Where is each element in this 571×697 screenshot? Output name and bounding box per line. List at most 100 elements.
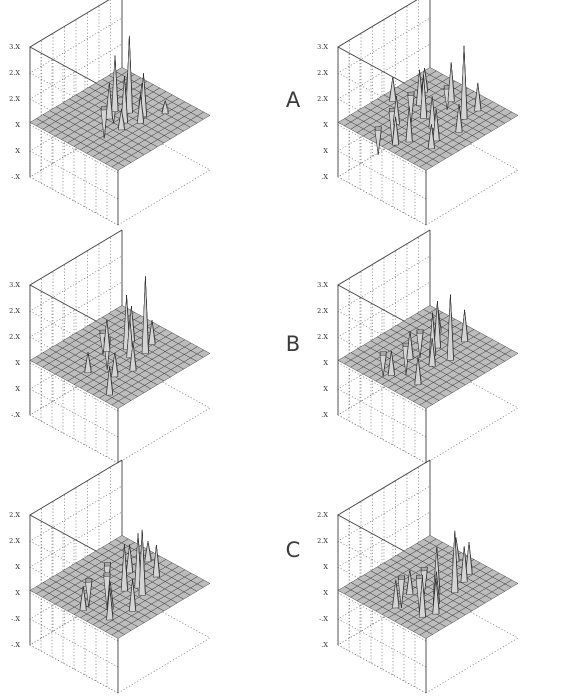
z-tick-label: 2.X <box>317 95 328 103</box>
surface-peak <box>435 578 440 615</box>
plot-area: .X -.X X X 2.X 2.X <box>317 459 519 694</box>
surface-peak <box>458 104 463 133</box>
surface-peak <box>464 309 469 342</box>
z-tick-label: -.X <box>11 615 20 623</box>
surface-cell <box>114 535 129 544</box>
z-tick-label: 2.X <box>9 511 20 519</box>
plot-area: -.X X X 2.X 2.X 3.X <box>9 0 211 226</box>
row-label-b: B <box>285 332 301 356</box>
surface-peak <box>450 294 454 361</box>
surface-peak <box>454 530 459 593</box>
surface-plot-c-left: -.X -.X X X 2.X 2.X <box>9 459 268 694</box>
surface-peak <box>129 544 134 573</box>
surface-plot-svg: -.X X X 2.X 2.X 3.X <box>9 0 211 226</box>
plot-area: -.X -.X X X 2.X 2.X <box>9 459 211 694</box>
z-tick-label: X <box>15 589 20 597</box>
z-tick-label: 2.X <box>317 333 328 341</box>
surface-peak <box>463 546 468 583</box>
surface-peak <box>87 352 92 373</box>
floor-edge <box>117 121 211 226</box>
z-tick-label: X <box>15 563 20 571</box>
surface-peak <box>437 300 441 348</box>
surface-peak <box>151 320 156 345</box>
surface-peak <box>109 366 114 396</box>
surface-peak <box>132 579 137 612</box>
floor-edge <box>117 359 211 464</box>
surface-cell <box>422 535 437 544</box>
surface-peak <box>140 95 145 124</box>
surface-cell <box>114 67 129 76</box>
surface-peak <box>106 337 111 370</box>
z-tick-label: 2.X <box>9 537 20 545</box>
surface-peak <box>423 567 428 596</box>
z-tick-label: 2.X <box>317 511 328 519</box>
surface-plot-a-left: -.X X X 2.X 2.X 3.X <box>9 0 268 226</box>
surface-peak <box>106 319 111 352</box>
surface-plot-c-right: .X -.X X X 2.X 2.X <box>317 459 571 694</box>
floor-edge <box>29 589 123 694</box>
surface-peak <box>419 329 424 358</box>
z-tick-label: X <box>323 121 328 129</box>
surface-peak <box>409 331 414 360</box>
plot-area: .X X X 2.X 2.X 3.X <box>317 229 519 464</box>
surface-peak <box>145 276 149 354</box>
surface-peak <box>114 352 119 377</box>
floor-edge <box>117 589 211 694</box>
surface-plot-svg: .X -.X X X 2.X 2.X <box>317 459 519 694</box>
z-tick-label: X <box>15 147 20 155</box>
surface-peak <box>88 578 93 607</box>
surface-plot-a-right: .X X X 2.X 2.X 3.X <box>317 0 571 226</box>
surface-peak <box>455 537 460 562</box>
surface-peak <box>408 106 413 142</box>
z-tick-label: X <box>323 563 328 571</box>
surface-peak <box>143 73 147 117</box>
surface-cell <box>422 305 437 314</box>
z-tick-label: .X <box>321 411 328 419</box>
surface-peak <box>401 575 405 608</box>
row-label-a: A <box>285 88 301 112</box>
floor-edge <box>29 359 123 464</box>
z-tick-label: 2.X <box>317 307 328 315</box>
surface-peak <box>124 544 128 592</box>
floor-edge <box>337 589 431 694</box>
surface-peak <box>141 276 149 354</box>
floor-edge <box>425 589 519 694</box>
surface-peak <box>391 351 395 376</box>
surface-peak <box>396 96 400 125</box>
surface-peak <box>114 55 119 112</box>
surface-peak <box>164 100 169 114</box>
surface-peak <box>431 124 435 149</box>
z-tick-label: X <box>15 359 20 367</box>
surface-peak <box>410 91 415 125</box>
floor-edge <box>29 121 123 226</box>
floor-edge <box>425 359 519 464</box>
surface-peak <box>377 126 382 155</box>
floor-edge <box>337 121 431 226</box>
z-tick-label: -.X <box>11 411 20 419</box>
surface-peak <box>131 306 135 342</box>
z-tick-label: X <box>323 385 328 393</box>
z-tick-label: 3.X <box>9 281 20 289</box>
surface-peak <box>129 35 133 114</box>
surface-peak <box>424 68 429 93</box>
surface-peak <box>477 82 482 111</box>
floor-edge <box>337 359 431 464</box>
surface-peak <box>132 342 137 371</box>
surface-peak <box>417 356 422 385</box>
surface-plot-svg: -.X X X 2.X 2.X 3.X <box>9 229 211 464</box>
surface-peak <box>463 45 468 120</box>
surface-peak <box>423 74 428 119</box>
surface-plot-svg: -.X -.X X X 2.X 2.X <box>9 459 211 694</box>
surface-peak <box>436 546 441 594</box>
z-tick-label: 3.X <box>9 43 20 51</box>
surface-peak <box>431 338 436 367</box>
z-tick-label: 2.X <box>9 69 20 77</box>
surface-peak <box>82 586 87 611</box>
z-tick-label: .X <box>321 641 328 649</box>
z-tick-label: X <box>323 147 328 155</box>
floor-edge <box>425 121 519 226</box>
surface-peak <box>395 579 400 608</box>
surface-peak <box>450 62 455 102</box>
surface-peak <box>436 571 440 604</box>
z-tick-label: 3.X <box>317 43 328 51</box>
